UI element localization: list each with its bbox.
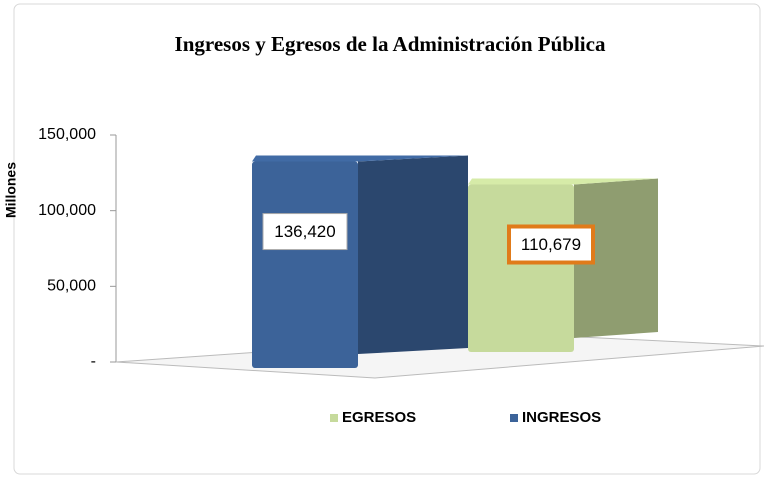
bar bbox=[468, 184, 574, 352]
legend-label: INGRESOS bbox=[522, 409, 601, 426]
legend-swatch bbox=[330, 414, 338, 422]
y-tick-label: 100,000 bbox=[38, 202, 96, 219]
legend-swatch bbox=[510, 414, 518, 422]
value-label-box bbox=[262, 213, 348, 251]
value-label-box bbox=[507, 224, 595, 265]
y-axis-label: Millones bbox=[3, 162, 19, 218]
y-tick-label: - bbox=[91, 353, 96, 370]
chart-title: Ingresos y Egresos de la Administración … bbox=[175, 32, 606, 56]
value-label: 110,679 bbox=[521, 235, 581, 254]
y-tick-label: 150,000 bbox=[38, 126, 96, 143]
bar-side bbox=[574, 178, 658, 338]
legend-label: EGRESOS bbox=[342, 409, 416, 426]
bar-top bbox=[252, 155, 468, 162]
bar bbox=[252, 161, 358, 368]
y-tick-label: 50,000 bbox=[47, 278, 96, 295]
bar-side bbox=[358, 155, 468, 354]
bar-top bbox=[468, 178, 658, 185]
value-label: 136,420 bbox=[274, 222, 335, 241]
